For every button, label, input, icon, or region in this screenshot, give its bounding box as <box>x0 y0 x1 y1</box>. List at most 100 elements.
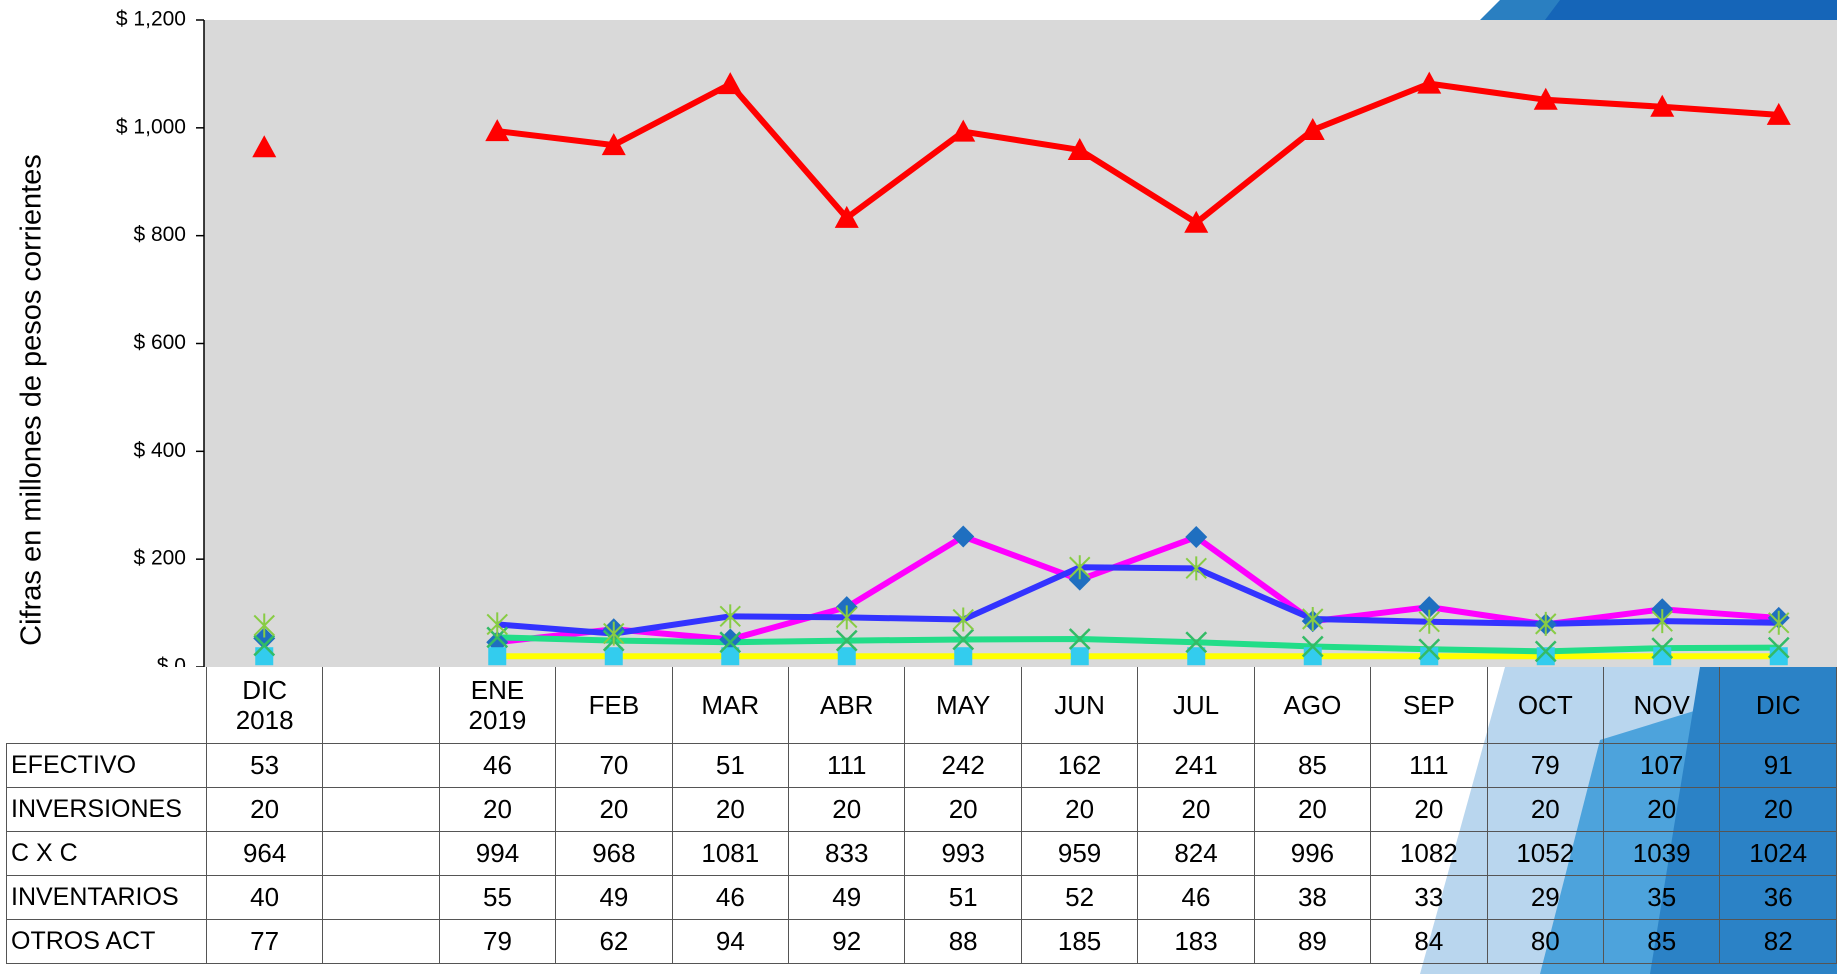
category-cell: SEP <box>1371 667 1487 744</box>
marker <box>255 647 273 665</box>
value-cell: 29 <box>1487 876 1603 920</box>
x-tick-label: DIC <box>1743 690 1813 720</box>
y-tick-label: $ 800 <box>133 223 186 246</box>
x-tick-label: ABR <box>812 690 882 720</box>
value-cell: 242 <box>905 744 1021 788</box>
legend-entry: INVERSIONES <box>7 788 207 832</box>
value-cell: 1082 <box>1371 832 1487 876</box>
value-cell: 111 <box>1371 744 1487 788</box>
x-tick-label: FEB <box>579 690 649 720</box>
value-cell <box>323 920 439 964</box>
value-cell: 51 <box>672 744 788 788</box>
value-cell: 70 <box>556 744 672 788</box>
value-cell: 241 <box>1138 744 1254 788</box>
value-cell: 824 <box>1138 832 1254 876</box>
value-cell: 35 <box>1603 876 1719 920</box>
value-cell: 55 <box>439 876 555 920</box>
category-cell: DIC <box>1720 667 1837 744</box>
value-cell: 20 <box>1603 788 1719 832</box>
value-cell: 92 <box>789 920 905 964</box>
value-cell: 88 <box>905 920 1021 964</box>
x-tick-label: ENE 2019 <box>462 675 532 735</box>
y-tick-label: $ 1,000 <box>116 115 186 138</box>
category-cell <box>323 667 439 744</box>
y-tick-label: $ 400 <box>133 439 186 462</box>
value-cell: 20 <box>1138 788 1254 832</box>
category-cell: NOV <box>1603 667 1719 744</box>
value-cell: 185 <box>1021 920 1137 964</box>
value-cell: 107 <box>1603 744 1719 788</box>
chart: Cifras en millones de pesos corrientes $… <box>0 0 1837 667</box>
value-cell: 993 <box>905 832 1021 876</box>
value-cell: 36 <box>1720 876 1837 920</box>
category-cell: JUL <box>1138 667 1254 744</box>
value-cell: 20 <box>556 788 672 832</box>
legend-entry: OTROS ACT <box>7 920 207 964</box>
value-cell: 46 <box>672 876 788 920</box>
value-cell <box>323 876 439 920</box>
value-cell: 20 <box>1720 788 1837 832</box>
corner-cell <box>7 667 207 744</box>
legend-entry: INVENTARIOS <box>7 876 207 920</box>
x-tick-label: AGO <box>1277 690 1347 720</box>
category-cell: OCT <box>1487 667 1603 744</box>
category-cell: ENE 2019 <box>439 667 555 744</box>
data-row: OTROS ACT7779629492881851838984808582 <box>7 920 1837 964</box>
x-tick-label: MAR <box>695 690 765 720</box>
value-cell: 20 <box>1021 788 1137 832</box>
value-cell: 62 <box>556 920 672 964</box>
marker <box>1653 647 1671 665</box>
value-cell: 1024 <box>1720 832 1837 876</box>
page: {"chart_data": {"type": "line", "y_axis_… <box>0 0 1837 974</box>
value-cell: 20 <box>672 788 788 832</box>
x-tick-label: MAY <box>928 690 998 720</box>
marker <box>1770 647 1788 665</box>
value-cell: 89 <box>1254 920 1370 964</box>
value-cell: 33 <box>1371 876 1487 920</box>
category-cell: MAR <box>672 667 788 744</box>
value-cell: 1039 <box>1603 832 1719 876</box>
value-cell: 77 <box>206 920 322 964</box>
x-tick-label: DIC 2018 <box>230 675 300 735</box>
value-cell: 833 <box>789 832 905 876</box>
value-cell: 964 <box>206 832 322 876</box>
value-cell: 20 <box>1254 788 1370 832</box>
marker <box>605 647 623 665</box>
value-cell: 20 <box>439 788 555 832</box>
value-cell: 46 <box>1138 876 1254 920</box>
value-cell: 49 <box>556 876 672 920</box>
value-cell <box>323 744 439 788</box>
y-tick-label: $ 200 <box>133 547 186 570</box>
value-cell: 40 <box>206 876 322 920</box>
value-cell: 52 <box>1021 876 1137 920</box>
category-cell: ABR <box>789 667 905 744</box>
value-cell: 968 <box>556 832 672 876</box>
category-cell: FEB <box>556 667 672 744</box>
marker <box>488 647 506 665</box>
value-cell: 994 <box>439 832 555 876</box>
value-cell: 84 <box>1371 920 1487 964</box>
value-cell: 20 <box>1371 788 1487 832</box>
data-row: INVERSIONES20202020202020202020202020 <box>7 788 1837 832</box>
value-cell: 996 <box>1254 832 1370 876</box>
category-cell: JUN <box>1021 667 1137 744</box>
marker <box>838 647 856 665</box>
header-row: DIC 2018 ENE 2019 FEB MAR ABR MAY JUNJUL AGO SEP… <box>7 667 1837 744</box>
value-cell: 959 <box>1021 832 1137 876</box>
category-cell: AGO <box>1254 667 1370 744</box>
category-cell: DIC 2018 <box>206 667 322 744</box>
category-cell: MAY <box>905 667 1021 744</box>
value-cell: 49 <box>789 876 905 920</box>
y-axis-title: Cifras en millones de pesos corrientes <box>16 154 48 646</box>
legend-entry: EFECTIVO <box>7 744 207 788</box>
value-cell: 20 <box>1487 788 1603 832</box>
x-tick-label: OCT <box>1510 690 1580 720</box>
value-cell: 85 <box>1254 744 1370 788</box>
value-cell: 1081 <box>672 832 788 876</box>
legend-entry: C X C <box>7 832 207 876</box>
plot-area <box>204 20 1837 667</box>
marker <box>954 647 972 665</box>
